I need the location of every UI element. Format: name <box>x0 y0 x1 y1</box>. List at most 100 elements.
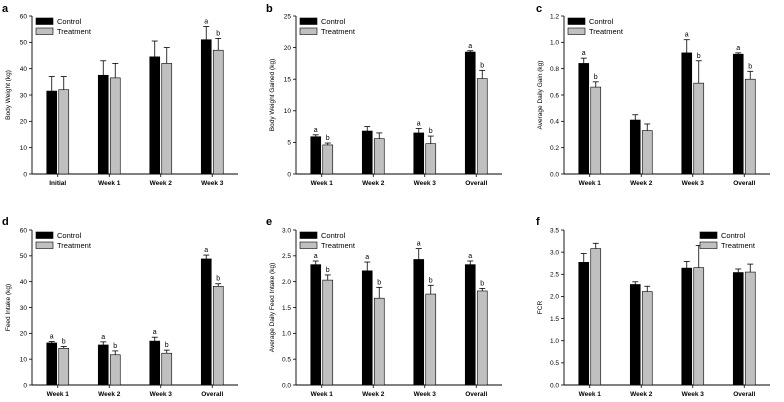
panel-f: f 0.0 0.5 1.0 1.5 2.0 2.5 3.0 3.5 FCR Week 1 Week 2… <box>536 216 770 398</box>
x-category-label: Week 1 <box>579 180 602 187</box>
y-tick-label: 3.0 <box>282 227 291 234</box>
bar-control <box>732 272 744 386</box>
x-category-label: Week 3 <box>682 391 705 398</box>
y-axis-title: FCR <box>537 301 544 315</box>
significance-label: a <box>468 43 472 50</box>
x-category-label: Week 1 <box>311 180 334 187</box>
bar-treatment <box>212 286 224 386</box>
bar-control <box>310 136 322 175</box>
y-tick-label: 3.0 <box>550 249 559 256</box>
bar-treatment <box>212 49 224 175</box>
x-category-label: Week 1 <box>579 391 602 398</box>
bar-control <box>46 90 58 175</box>
bar-control <box>629 119 641 175</box>
y-tick-label: 2.0 <box>550 294 559 301</box>
bar-control <box>97 344 109 386</box>
x-category-label: Week 2 <box>630 180 653 187</box>
y-tick-label: 15 <box>284 77 292 84</box>
bar-control <box>361 130 373 175</box>
bar-treatment <box>744 271 756 386</box>
legend-swatch-treatment <box>567 27 586 35</box>
bar-control <box>578 262 590 386</box>
y-axis-title: Feed Intake (kg) <box>5 284 12 331</box>
significance-label: b <box>748 63 752 70</box>
legend-swatch-treatment <box>35 241 54 249</box>
bar-control <box>629 284 641 386</box>
significance-label: a <box>101 334 105 341</box>
y-tick-label: 0.2 <box>550 145 559 152</box>
x-category-label: Overall <box>733 391 755 398</box>
y-tick-label: 0.5 <box>550 360 559 367</box>
significance-label: b <box>113 343 117 350</box>
y-axis-title: Body Weight Gained (kg) <box>269 59 276 132</box>
panel-letter-c: c <box>536 3 542 15</box>
legend-label-treatment: Treatment <box>57 241 92 250</box>
x-category-label: Overall <box>465 180 487 187</box>
legend-swatch-treatment <box>699 241 718 249</box>
y-tick-label: 1.0 <box>282 331 291 338</box>
significance-label: a <box>204 247 208 254</box>
y-tick-label: 0.4 <box>550 119 559 126</box>
legend-label-control: Control <box>57 231 82 240</box>
legend-label-treatment: Treatment <box>321 241 356 250</box>
y-tick-label: 20 <box>20 119 28 126</box>
bar-control <box>310 264 322 386</box>
bar-treatment <box>58 89 70 175</box>
bar-treatment <box>744 78 756 175</box>
significance-label: b <box>377 279 381 286</box>
x-category-label: Week 3 <box>414 391 437 398</box>
y-tick-label: 40 <box>20 66 28 73</box>
bar-control <box>200 39 212 175</box>
bar-treatment <box>322 144 334 175</box>
y-tick-label: 20 <box>20 331 28 338</box>
legend-label-treatment: Treatment <box>321 27 356 36</box>
y-tick-label: 40 <box>20 279 28 286</box>
significance-label: a <box>153 329 157 336</box>
bar-treatment <box>425 143 437 175</box>
x-category-label: Week 3 <box>201 180 224 187</box>
significance-label: b <box>62 339 66 346</box>
bar-control <box>681 267 693 386</box>
bar-control <box>149 56 161 175</box>
panel-e: e 0.0 0.5 1.0 1.5 2.0 2.5 3.0 Average Daily Feed… <box>266 216 502 398</box>
bar-treatment <box>373 138 385 175</box>
y-tick-label: 1.5 <box>282 305 291 312</box>
bar-treatment <box>476 78 488 175</box>
y-tick-label: 10 <box>20 356 28 363</box>
y-tick-label: 0.0 <box>282 382 291 389</box>
panel-letter-b: b <box>266 3 273 15</box>
x-category-label: Week 3 <box>150 391 173 398</box>
significance-label: b <box>594 74 598 81</box>
panel-letter-a: a <box>2 3 9 15</box>
panel-letter-d: d <box>2 216 9 228</box>
significance-label: b <box>429 277 433 284</box>
significance-label: b <box>326 135 330 142</box>
bar-treatment <box>590 86 602 175</box>
significance-label: b <box>480 280 484 287</box>
bar-control <box>361 270 373 386</box>
panel-letter-f: f <box>536 216 540 228</box>
legend-swatch-control <box>567 17 586 25</box>
y-tick-label: 3.5 <box>550 227 559 234</box>
bar-control <box>464 264 476 386</box>
y-tick-label: 1.0 <box>550 40 559 47</box>
x-category-label: Overall <box>465 391 487 398</box>
y-tick-label: 2.5 <box>550 272 559 279</box>
significance-label: b <box>480 62 484 69</box>
panel-b: b 0 5 10 15 20 25 Body Weight Gained (kg) Week 1… <box>266 3 502 187</box>
legend-label-control: Control <box>321 17 346 26</box>
legend-swatch-treatment <box>299 241 318 249</box>
legend-swatch-treatment <box>299 27 318 35</box>
y-tick-label: 50 <box>20 253 28 260</box>
y-tick-label: 30 <box>20 92 28 99</box>
bar-treatment <box>58 348 70 386</box>
significance-label: b <box>697 53 701 60</box>
significance-label: b <box>216 276 220 283</box>
significance-label: a <box>314 253 318 260</box>
y-tick-label: 1.2 <box>550 13 559 20</box>
bar-treatment <box>693 267 705 386</box>
y-tick-label: 0.0 <box>550 171 559 178</box>
legend-swatch-control <box>699 231 718 239</box>
y-tick-label: 25 <box>284 13 292 20</box>
